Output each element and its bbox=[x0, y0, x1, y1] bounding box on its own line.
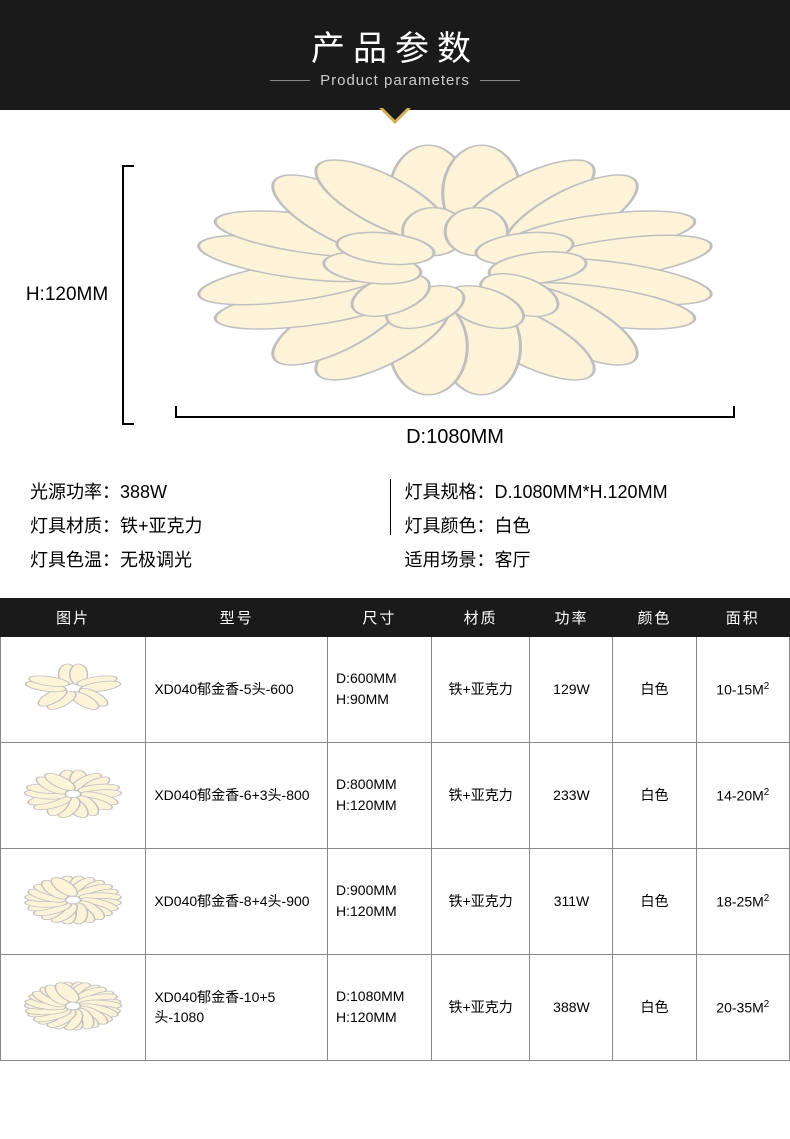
model-cell: XD040郁金香-6+3头-800 bbox=[146, 742, 328, 848]
table-header-cell: 尺寸 bbox=[328, 598, 432, 636]
table-header-cell: 功率 bbox=[530, 598, 613, 636]
spec-row: 灯具材质：铁+亚克力 bbox=[30, 509, 386, 543]
lamp-illustration bbox=[175, 140, 735, 400]
header-title-cn: 产品参数 bbox=[311, 21, 479, 70]
spec-value: 388W bbox=[120, 482, 167, 502]
material-cell: 铁+亚克力 bbox=[431, 636, 530, 742]
thumb-cell bbox=[1, 742, 146, 848]
color-cell: 白色 bbox=[613, 954, 696, 1060]
model-cell: XD040郁金香-10+5头-1080 bbox=[146, 954, 328, 1060]
size-cell: D:800MMH:120MM bbox=[328, 742, 432, 848]
spec-label: 灯具色温： bbox=[30, 550, 120, 570]
thumb-cell bbox=[1, 954, 146, 1060]
spec-value: D.1080MM*H.120MM bbox=[495, 482, 668, 502]
lamp-thumb-icon bbox=[13, 754, 133, 834]
size-cell: D:900MMH:120MM bbox=[328, 848, 432, 954]
table-header-cell: 图片 bbox=[1, 598, 146, 636]
spec-value: 客厅 bbox=[495, 550, 531, 570]
spec-row: 灯具色温：无极调光 bbox=[30, 543, 386, 577]
dimension-diagram: H:120MM D:1080MM bbox=[0, 110, 790, 459]
spec-value: 铁+亚克力 bbox=[120, 516, 203, 536]
header-banner: 产品参数 Product parameters bbox=[0, 0, 790, 110]
spec-label: 灯具规格： bbox=[405, 482, 495, 502]
table-row: XD040郁金香-5头-600D:600MMH:90MM铁+亚克力129W白色1… bbox=[1, 636, 790, 742]
color-cell: 白色 bbox=[613, 848, 696, 954]
power-cell: 388W bbox=[530, 954, 613, 1060]
width-bracket bbox=[175, 406, 735, 418]
table-header-cell: 颜色 bbox=[613, 598, 696, 636]
spec-label: 适用场景： bbox=[405, 550, 495, 570]
material-cell: 铁+亚克力 bbox=[431, 954, 530, 1060]
spec-value: 白色 bbox=[495, 516, 531, 536]
spec-label: 灯具颜色： bbox=[405, 516, 495, 536]
material-cell: 铁+亚克力 bbox=[431, 742, 530, 848]
spec-grid: 光源功率：388W灯具材质：铁+亚克力灯具色温：无极调光 灯具规格：D.1080… bbox=[0, 459, 790, 598]
model-cell: XD040郁金香-5头-600 bbox=[146, 636, 328, 742]
size-cell: D:600MMH:90MM bbox=[328, 636, 432, 742]
header-title-en: Product parameters bbox=[270, 72, 520, 89]
table-row: XD040郁金香-6+3头-800D:800MMH:120MM铁+亚克力233W… bbox=[1, 742, 790, 848]
power-cell: 129W bbox=[530, 636, 613, 742]
spec-label: 灯具材质： bbox=[30, 516, 120, 536]
spec-row: 适用场景：客厅 bbox=[405, 543, 761, 577]
color-cell: 白色 bbox=[613, 636, 696, 742]
variant-table-body: XD040郁金香-5头-600D:600MMH:90MM铁+亚克力129W白色1… bbox=[1, 636, 790, 1060]
color-cell: 白色 bbox=[613, 742, 696, 848]
thumb-cell bbox=[1, 636, 146, 742]
spec-col-left: 光源功率：388W灯具材质：铁+亚克力灯具色温：无极调光 bbox=[30, 475, 386, 578]
height-bracket bbox=[122, 165, 134, 425]
spec-label: 光源功率： bbox=[30, 482, 120, 502]
area-cell: 18-25M2 bbox=[696, 848, 789, 954]
table-header-cell: 材质 bbox=[431, 598, 530, 636]
table-header-cell: 型号 bbox=[146, 598, 328, 636]
power-cell: 233W bbox=[530, 742, 613, 848]
thumb-cell bbox=[1, 848, 146, 954]
variant-table-head: 图片型号尺寸材质功率颜色面积 bbox=[1, 598, 790, 636]
lamp-icon bbox=[175, 140, 735, 400]
height-dimension: H:120MM bbox=[20, 140, 140, 449]
model-cell: XD040郁金香-8+4头-900 bbox=[146, 848, 328, 954]
variant-table: 图片型号尺寸材质功率颜色面积 XD040郁金香-5头-600D:600MMH:9… bbox=[0, 598, 790, 1061]
height-label: H:120MM bbox=[26, 284, 108, 306]
spec-value: 无极调光 bbox=[120, 550, 192, 570]
spec-row: 灯具颜色：白色 bbox=[405, 509, 761, 543]
table-row: XD040郁金香-8+4头-900D:900MMH:120MM铁+亚克力311W… bbox=[1, 848, 790, 954]
area-cell: 20-35M2 bbox=[696, 954, 789, 1060]
spec-row: 光源功率：388W bbox=[30, 475, 386, 509]
material-cell: 铁+亚克力 bbox=[431, 848, 530, 954]
lamp-thumb-icon bbox=[13, 860, 133, 940]
power-cell: 311W bbox=[530, 848, 613, 954]
area-cell: 10-15M2 bbox=[696, 636, 789, 742]
spec-divider bbox=[390, 479, 391, 535]
spec-col-right: 灯具规格：D.1080MM*H.120MM灯具颜色：白色适用场景：客厅 bbox=[405, 475, 761, 578]
spec-row: 灯具规格：D.1080MM*H.120MM bbox=[405, 475, 761, 509]
lamp-thumb-icon bbox=[13, 966, 133, 1046]
table-header-cell: 面积 bbox=[696, 598, 789, 636]
width-label: D:1080MM bbox=[175, 426, 735, 449]
chevron-down-icon bbox=[379, 108, 411, 124]
lamp-thumb-icon bbox=[13, 648, 133, 728]
size-cell: D:1080MMH:120MM bbox=[328, 954, 432, 1060]
area-cell: 14-20M2 bbox=[696, 742, 789, 848]
table-row: XD040郁金香-10+5头-1080D:1080MMH:120MM铁+亚克力3… bbox=[1, 954, 790, 1060]
width-dimension-group: D:1080MM bbox=[140, 140, 770, 449]
